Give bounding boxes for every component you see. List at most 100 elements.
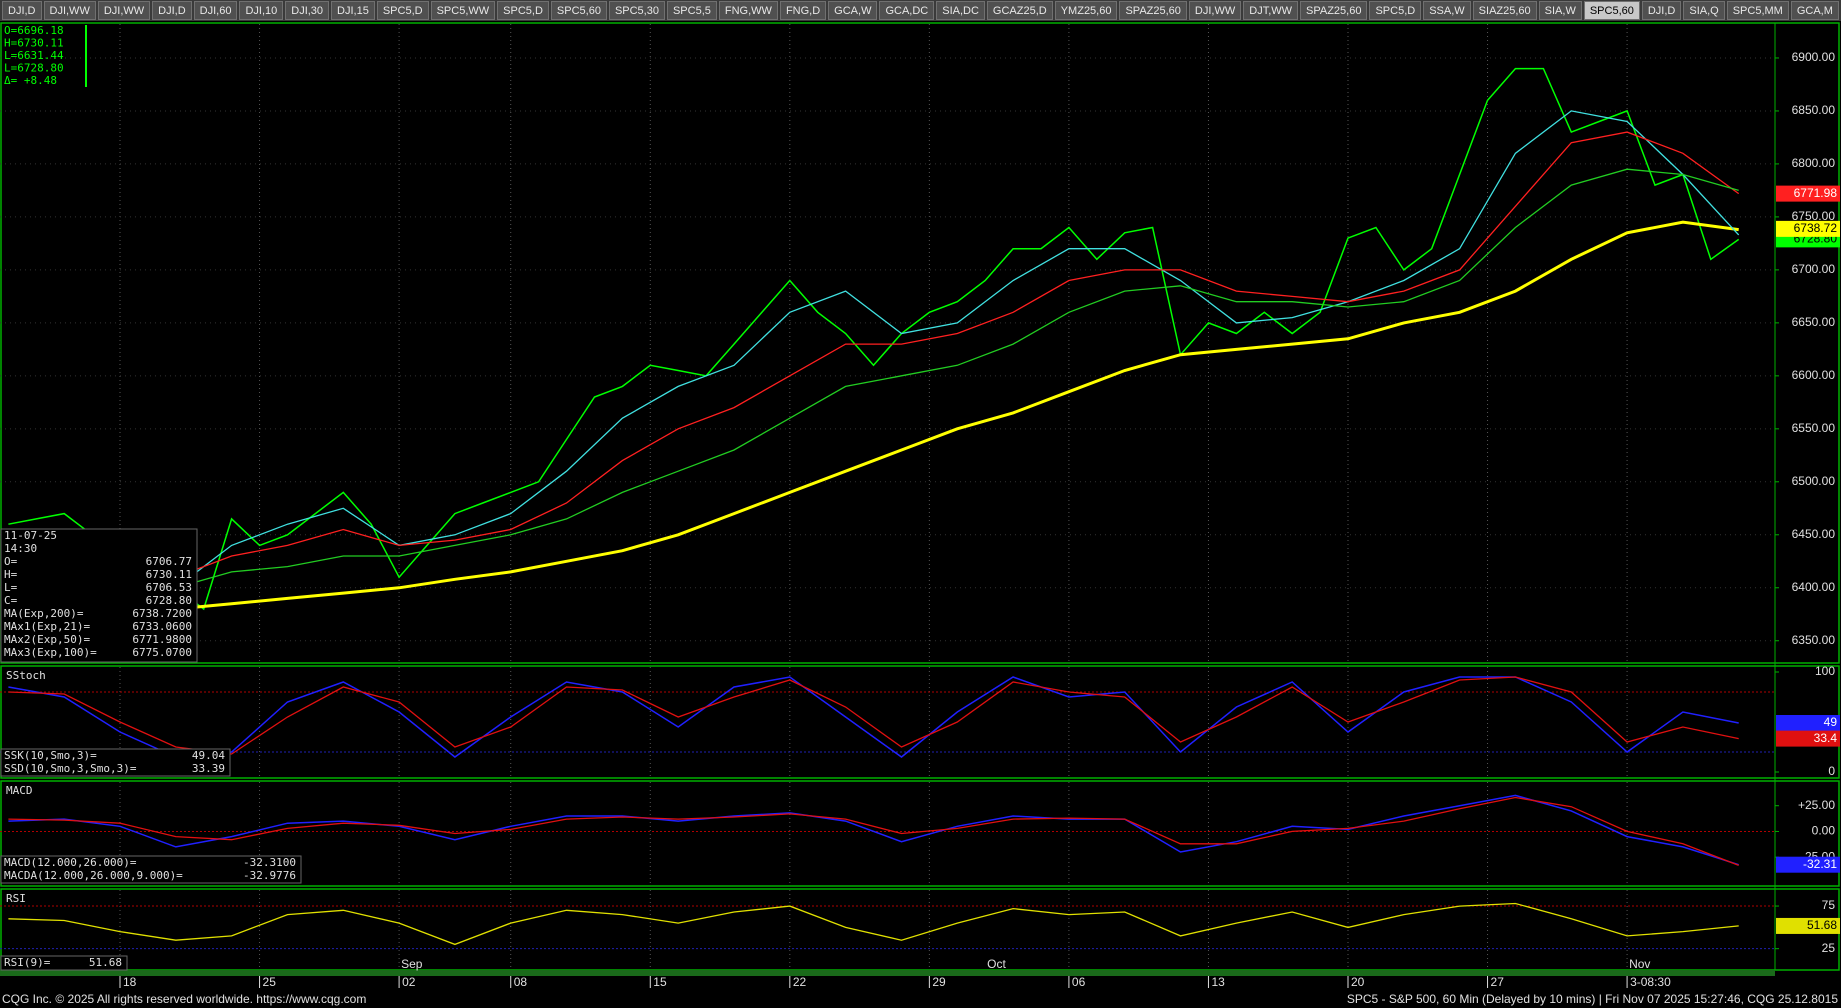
tab[interactable]: SSA,W — [1423, 1, 1471, 20]
panel-title: RSI — [6, 892, 26, 905]
x-tick-label: 06 — [1072, 975, 1086, 989]
tab[interactable]: DJI,D — [1641, 1, 1682, 20]
tab[interactable]: SPC5,MM — [1726, 1, 1789, 20]
quote-line: L=6728.80 — [4, 62, 64, 75]
y-tick-label: 6750.00 — [1792, 209, 1836, 223]
y-tick-label: 6350.00 — [1792, 633, 1836, 647]
x-tick-label: 08 — [514, 975, 528, 989]
tab[interactable]: SPAZ25,60 — [1119, 1, 1187, 20]
data-window — [0, 528, 198, 663]
series-line — [8, 794, 1739, 866]
data-window-label: C= — [4, 594, 18, 607]
tab[interactable]: SPC5,60 — [1583, 1, 1640, 20]
data-window-value: 6706.77 — [146, 555, 192, 568]
tab[interactable]: SIA,W — [1538, 1, 1582, 20]
value-flag-label: 49 — [1824, 715, 1838, 729]
panel-frame — [0, 22, 1840, 664]
series-line — [175, 131, 1740, 578]
tab[interactable]: FNG,D — [779, 1, 827, 20]
y-tick-label: 100 — [1815, 664, 1835, 678]
tab[interactable]: GCA,M — [1790, 1, 1839, 20]
tab[interactable]: YMZ25,60 — [1054, 1, 1118, 20]
x-tick-label: 15 — [653, 975, 667, 989]
data-window-time: 14:30 — [4, 542, 37, 555]
x-tick-label: 02 — [402, 975, 416, 989]
data-window-label: MA(Exp,200)= — [4, 607, 84, 620]
x-tick-label: 18 — [123, 975, 137, 989]
data-window-value: 6775.0700 — [132, 646, 192, 659]
tab[interactable]: DJI,WW — [1188, 1, 1242, 20]
data-window-value: 6730.11 — [146, 568, 192, 581]
y-tick-label: 6450.00 — [1792, 527, 1836, 541]
series-line — [175, 110, 1740, 589]
readout-label: MACD(12.000,26.000)= — [4, 856, 137, 869]
y-tick-label: +25.00 — [1798, 798, 1835, 812]
data-window-label: MAx2(Exp,50)= — [4, 633, 90, 646]
readout-box — [0, 955, 128, 971]
tab[interactable]: DJI,D — [152, 1, 192, 20]
month-label: Nov — [1629, 957, 1650, 971]
data-window-label: MAx3(Exp,100)= — [4, 646, 97, 659]
tab[interactable]: SPC5,5 — [666, 1, 717, 20]
tab[interactable]: DJT,WW — [1243, 1, 1299, 20]
value-flag-label: 6738.72 — [1794, 221, 1838, 235]
quote-line: L=6631.44 — [4, 49, 64, 62]
tab[interactable]: GCA,DC — [879, 1, 935, 20]
y-tick-label: 6650.00 — [1792, 315, 1836, 329]
readout-label: SSD(10,Smo,3,Smo,3)= — [4, 762, 137, 775]
data-window-value: 6733.0600 — [132, 620, 192, 633]
series-line — [175, 168, 1739, 589]
series-line — [8, 67, 1740, 611]
series-line — [8, 902, 1739, 946]
value-flag — [1776, 730, 1840, 747]
tab[interactable]: SIA,DC — [936, 1, 985, 20]
chart-area: 6350.00 6400.00 6450.00 6500.00 6550.00 6600.… — [0, 22, 1840, 1006]
tab[interactable]: GCA,W — [828, 1, 878, 20]
data-window-value: 6706.53 — [146, 581, 192, 594]
value-flag-label: 33.4 — [1814, 731, 1838, 745]
tab[interactable]: DJI,15 — [331, 1, 375, 20]
quote-line: H=6730.11 — [4, 37, 64, 50]
tab-bar: DJI,D DJI,WW DJI,WW DJI,D DJI,60 DJI,10 DJI,30… — [0, 0, 1841, 21]
tab[interactable]: DJI,WW — [97, 1, 151, 20]
month-label: Oct — [987, 957, 1006, 971]
y-tick-label: 6800.00 — [1792, 156, 1836, 170]
tab[interactable]: SPC5,30 — [608, 1, 665, 20]
y-tick-label: 75 — [1822, 898, 1836, 912]
value-flag-label: 51.68 — [1807, 918, 1837, 932]
readout-box — [0, 748, 231, 777]
tab[interactable]: SPC5,D — [497, 1, 549, 20]
tab[interactable]: SPAZ25,60 — [1300, 1, 1368, 20]
tab[interactable]: SIAZ25,60 — [1472, 1, 1537, 20]
tab[interactable]: SPC5,D — [376, 1, 429, 20]
tab[interactable]: GCAZ25,D — [986, 1, 1053, 20]
data-window-date: 11-07-25 — [4, 529, 57, 542]
readout-box — [0, 855, 302, 884]
x-tick-label: 13 — [1211, 975, 1225, 989]
tab[interactable]: SPC5,WW — [430, 1, 496, 20]
tab[interactable]: SIA,Q — [1683, 1, 1725, 20]
tab[interactable]: DJI,WW — [43, 1, 96, 20]
series-line — [8, 796, 1739, 867]
tab[interactable]: SPC5,60 — [550, 1, 607, 20]
tab[interactable]: DJI,30 — [285, 1, 330, 20]
tab[interactable]: DJI,60 — [193, 1, 238, 20]
footer-left: CQG Inc. © 2025 All rights reserved worl… — [2, 992, 366, 1006]
tab[interactable]: SPC5,D — [1369, 1, 1422, 20]
tab[interactable]: DJI,10 — [239, 1, 284, 20]
date-strip — [0, 970, 1775, 976]
value-flag — [1776, 220, 1840, 237]
tab[interactable]: FNG,WW — [718, 1, 778, 20]
readout-label: RSI(9)= — [4, 956, 51, 969]
month-label: Sep — [401, 957, 423, 971]
panel-title: SStoch — [6, 669, 46, 682]
tab[interactable]: DJI,D — [2, 1, 42, 20]
y-tick-label: 25 — [1822, 941, 1836, 955]
readout-label: SSK(10,Smo,3)= — [4, 749, 97, 762]
y-tick-label: 0 — [1828, 764, 1835, 778]
series-line — [8, 676, 1739, 755]
data-window-label: MAx1(Exp,21)= — [4, 620, 90, 633]
panel-frame — [0, 888, 1840, 971]
x-tick-label: 29 — [932, 975, 946, 989]
